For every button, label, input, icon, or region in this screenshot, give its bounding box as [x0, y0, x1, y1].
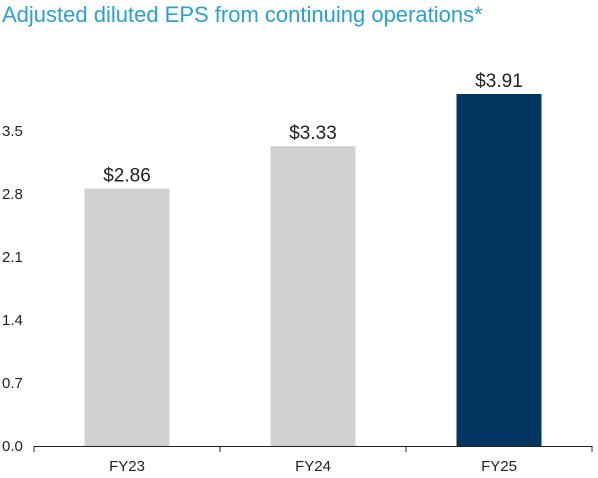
category-label-fy25: FY25	[481, 458, 517, 475]
y-tick-label: 3.5	[2, 123, 23, 140]
data-label-fy24: $3.33	[289, 123, 337, 144]
bar-fy25	[456, 94, 542, 446]
y-tick-label: 2.8	[2, 186, 23, 203]
category-label-fy24: FY24	[295, 458, 331, 475]
data-labels: $2.86 $3.33 $3.91	[103, 71, 523, 187]
x-axis-ticks	[33, 446, 593, 452]
category-labels: FY23 FY24 FY25	[109, 458, 517, 475]
bars	[84, 94, 542, 446]
y-tick-label: 2.1	[2, 249, 23, 266]
y-tick-label: 1.4	[2, 312, 23, 329]
y-axis-ticks: 0.0 0.7 1.4 2.1 2.8 3.5	[2, 123, 23, 455]
category-label-fy23: FY23	[109, 458, 145, 475]
bar-fy23	[84, 188, 170, 446]
data-label-fy23: $2.86	[103, 166, 151, 187]
data-label-fy25: $3.91	[475, 71, 523, 92]
y-tick-label: 0.7	[2, 375, 23, 392]
chart-title: Adjusted diluted EPS from continuing ope…	[2, 2, 483, 27]
y-tick-label: 0.0	[2, 438, 23, 455]
bar-fy24	[270, 146, 356, 446]
